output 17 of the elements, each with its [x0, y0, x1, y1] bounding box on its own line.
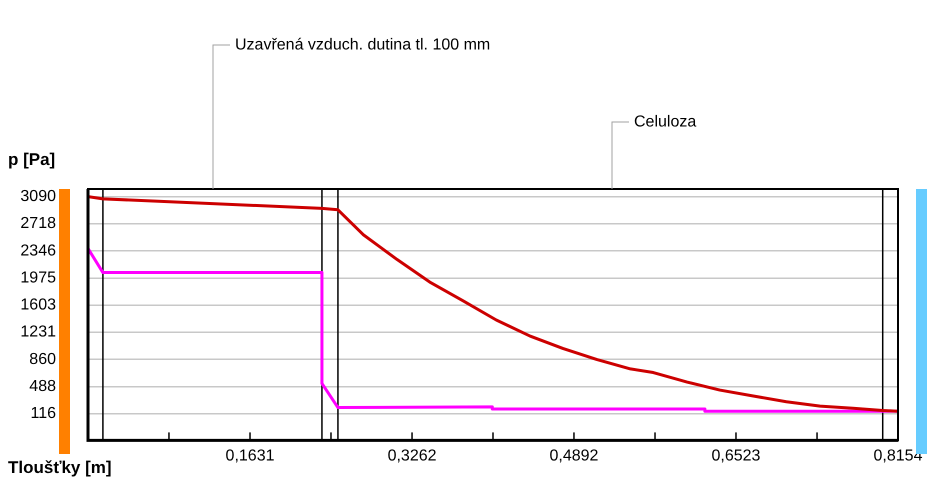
x-tick-label: 0,3262	[388, 447, 437, 464]
y-tick-label: 2346	[20, 242, 56, 260]
x-tick-label: 0,6523	[712, 447, 761, 464]
y-tick-label: 116	[30, 405, 56, 422]
y-tick-label: 2718	[20, 215, 56, 232]
y-tick-label: 1603	[20, 296, 56, 314]
y-tick-label: 3090	[20, 188, 56, 206]
y-tick-label: 488	[29, 378, 56, 395]
y-tick-label: 1231	[20, 324, 56, 341]
text: Uzavřená vzduch. dutina tl. 100 mm	[235, 36, 490, 54]
y-axis-title: p [Pa]	[8, 150, 56, 170]
x-tick-label: 0,1631	[226, 447, 275, 464]
y-tick-label: 1975	[20, 269, 56, 286]
x-tick-label: 0,4892	[549, 447, 599, 464]
y-tick-label: 860	[29, 350, 56, 368]
text: Celuloza	[634, 113, 696, 130]
x-axis-title: Tloušťky [m]	[8, 458, 112, 478]
